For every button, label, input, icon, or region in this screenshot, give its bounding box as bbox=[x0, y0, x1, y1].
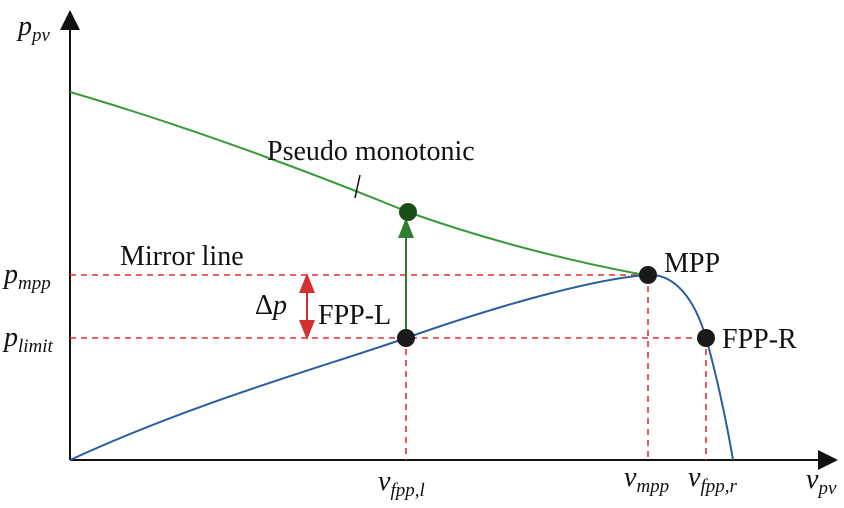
voltage-label: vfpp,r bbox=[688, 462, 737, 497]
symbol: v bbox=[806, 464, 819, 495]
symbol: v bbox=[688, 462, 701, 493]
guide-lines bbox=[70, 274, 707, 460]
subscript: mpp bbox=[18, 273, 51, 294]
symbol: v bbox=[378, 466, 391, 497]
leader-line bbox=[354, 174, 361, 199]
subscript: mpp bbox=[636, 476, 669, 497]
symbol: v bbox=[624, 462, 637, 493]
mirror-point bbox=[399, 203, 417, 221]
subscript: fpp,l bbox=[390, 480, 424, 501]
subscript: pv bbox=[30, 25, 51, 46]
variable: p bbox=[271, 290, 287, 321]
subscript: limit bbox=[18, 336, 54, 357]
x-axis-label: vpv bbox=[806, 464, 837, 499]
pv-curve bbox=[69, 273, 734, 461]
delta-label: Δp bbox=[255, 290, 287, 321]
mirror-label: Mirror line bbox=[120, 241, 244, 272]
subscript: pv bbox=[816, 478, 837, 499]
voltage-label: vmpp bbox=[624, 462, 669, 497]
subscript: fpp,r bbox=[700, 476, 737, 497]
level-label: pmpp bbox=[2, 259, 51, 294]
fpp-l-point bbox=[397, 329, 415, 347]
point-label: FPP-R bbox=[722, 324, 797, 355]
point-label: MPP bbox=[664, 248, 720, 279]
level-label: plimit bbox=[2, 322, 54, 357]
fpp-r-point bbox=[697, 329, 715, 347]
point-label: FPP-L bbox=[318, 300, 391, 331]
curve-label: Pseudo monotonic bbox=[267, 136, 475, 167]
mpp-point bbox=[639, 266, 657, 284]
symbol: p bbox=[16, 11, 32, 42]
symbol: p bbox=[2, 259, 18, 290]
y-axis-label: ppv bbox=[16, 11, 51, 46]
symbol: Δ bbox=[255, 290, 273, 321]
voltage-label: vfpp,l bbox=[378, 466, 425, 501]
symbol: p bbox=[2, 322, 18, 353]
